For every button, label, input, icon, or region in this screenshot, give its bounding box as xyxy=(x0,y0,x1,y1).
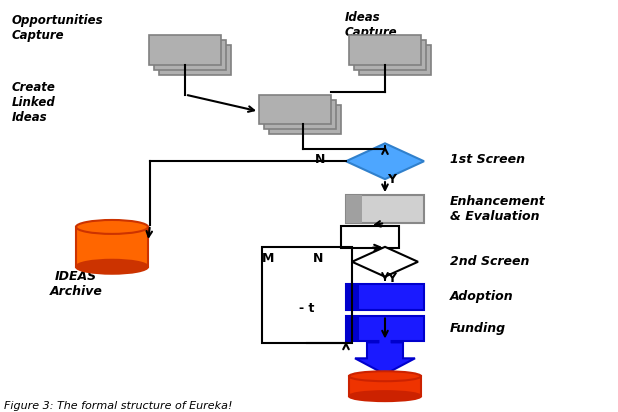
Text: Funding: Funding xyxy=(450,322,506,335)
FancyBboxPatch shape xyxy=(349,376,421,396)
Text: - t: - t xyxy=(299,302,315,315)
Text: Adoption: Adoption xyxy=(450,290,514,303)
FancyBboxPatch shape xyxy=(346,316,359,342)
FancyBboxPatch shape xyxy=(269,105,341,134)
FancyBboxPatch shape xyxy=(264,100,336,129)
Text: N: N xyxy=(313,252,323,265)
Ellipse shape xyxy=(349,371,421,381)
Text: Enhancement
& Evaluation: Enhancement & Evaluation xyxy=(450,195,546,223)
Text: Ideas
Capture: Ideas Capture xyxy=(345,11,397,39)
Text: 1st Screen: 1st Screen xyxy=(450,153,525,166)
FancyBboxPatch shape xyxy=(346,195,362,223)
FancyBboxPatch shape xyxy=(259,95,331,124)
Ellipse shape xyxy=(76,260,148,274)
Text: N: N xyxy=(315,153,325,166)
Text: Figure 3: The formal structure of Eureka!: Figure 3: The formal structure of Eureka… xyxy=(4,401,232,411)
Text: IDEAS
Archive: IDEAS Archive xyxy=(49,270,103,298)
Ellipse shape xyxy=(349,391,421,401)
FancyBboxPatch shape xyxy=(346,195,424,223)
Text: Opportunities
Capture: Opportunities Capture xyxy=(12,14,104,42)
FancyBboxPatch shape xyxy=(76,227,148,267)
Ellipse shape xyxy=(76,220,148,234)
FancyBboxPatch shape xyxy=(346,316,424,342)
FancyBboxPatch shape xyxy=(149,35,221,65)
FancyBboxPatch shape xyxy=(349,35,421,65)
FancyBboxPatch shape xyxy=(341,226,399,248)
Polygon shape xyxy=(346,143,424,179)
FancyBboxPatch shape xyxy=(346,284,359,309)
Text: Y: Y xyxy=(387,272,397,285)
Polygon shape xyxy=(355,342,415,374)
FancyBboxPatch shape xyxy=(354,40,426,70)
FancyBboxPatch shape xyxy=(346,284,424,309)
Text: 2nd Screen: 2nd Screen xyxy=(450,255,530,268)
FancyBboxPatch shape xyxy=(154,40,226,70)
Text: Create
Linked
Ideas: Create Linked Ideas xyxy=(12,81,56,124)
Text: Y: Y xyxy=(387,173,397,186)
FancyBboxPatch shape xyxy=(159,45,231,75)
Polygon shape xyxy=(352,247,418,277)
FancyBboxPatch shape xyxy=(359,45,431,75)
Text: M: M xyxy=(262,252,274,265)
